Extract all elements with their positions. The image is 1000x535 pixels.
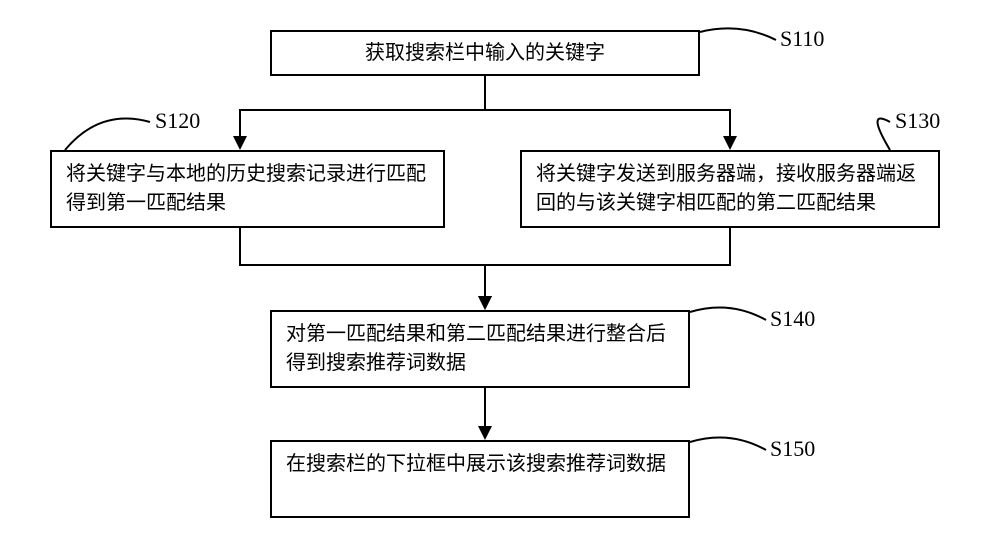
node-s130: 将关键字发送到服务器端，接收服务器端返回的与该关键字相匹配的第二匹配结果 [520, 150, 940, 228]
step-label-s110: S110 [780, 26, 824, 52]
node-s150-text: 在搜索栏的下拉框中展示该搜索推荐词数据 [286, 450, 666, 479]
step-label-s130: S130 [895, 108, 940, 134]
step-label-s120: S120 [155, 108, 200, 134]
node-s120-text: 将关键字与本地的历史搜索记录进行匹配得到第一匹配结果 [66, 160, 429, 218]
node-s120: 将关键字与本地的历史搜索记录进行匹配得到第一匹配结果 [50, 150, 445, 228]
node-s130-text: 将关键字发送到服务器端，接收服务器端返回的与该关键字相匹配的第二匹配结果 [536, 160, 924, 218]
step-label-s140: S140 [770, 306, 815, 332]
node-s140: 对第一匹配结果和第二匹配结果进行整合后得到搜索推荐词数据 [270, 310, 690, 388]
node-s110-text: 获取搜索栏中输入的关键字 [365, 39, 605, 68]
step-label-s150: S150 [770, 436, 815, 462]
node-s140-text: 对第一匹配结果和第二匹配结果进行整合后得到搜索推荐词数据 [286, 320, 674, 378]
node-s110: 获取搜索栏中输入的关键字 [270, 30, 700, 76]
node-s150: 在搜索栏的下拉框中展示该搜索推荐词数据 [270, 440, 690, 518]
